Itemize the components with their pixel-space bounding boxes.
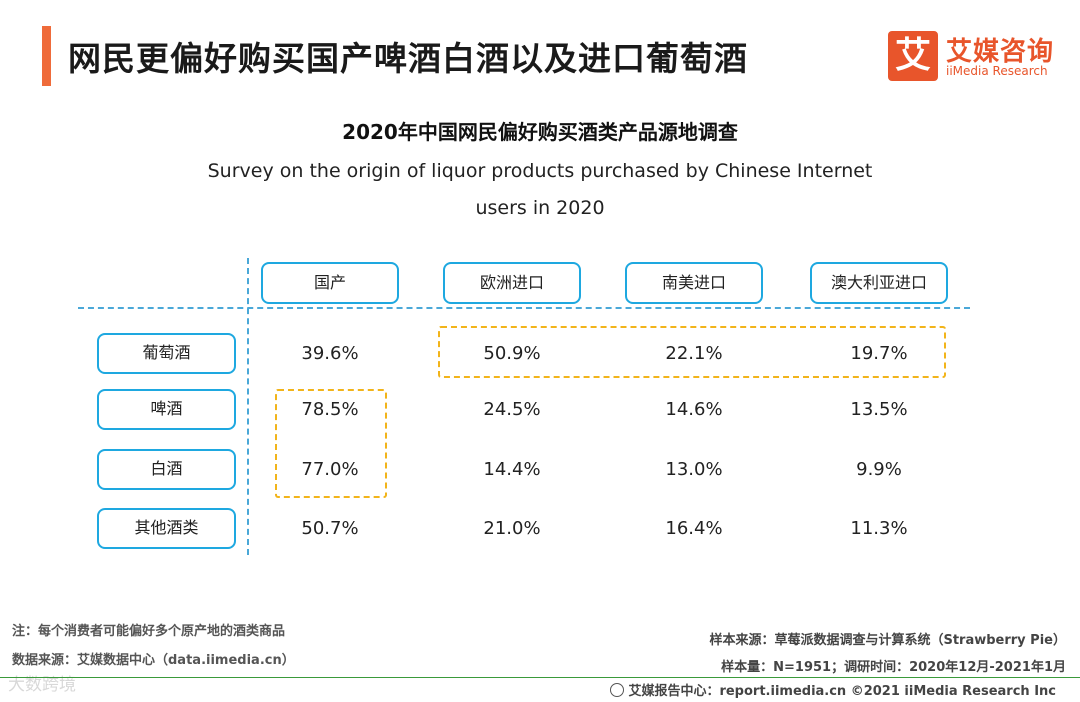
highlight-domestic-beer-baijiu — [275, 389, 387, 498]
row-header: 啤酒 — [97, 389, 236, 430]
table-cell: 11.3% — [850, 518, 908, 539]
column-header: 澳大利亚进口 — [810, 262, 948, 304]
row-header: 葡萄酒 — [97, 333, 236, 374]
logo-mark-icon: 艾 — [888, 31, 938, 81]
table-cell: 22.1% — [665, 343, 723, 364]
table-cell: 14.4% — [483, 459, 541, 480]
table-vertical-divider — [247, 258, 249, 555]
column-header: 国产 — [261, 262, 399, 304]
highlight-import-wine — [438, 326, 946, 378]
table-cell: 50.9% — [483, 343, 541, 364]
row-header: 白酒 — [97, 449, 236, 490]
chart-subtitle-line-1: Survey on the origin of liquor products … — [207, 160, 873, 182]
sample-source: 样本来源：草莓派数据调查与计算系统（Strawberry Pie） — [709, 633, 1066, 648]
table-cell: 24.5% — [483, 399, 541, 420]
page-title: 网民更偏好购买国产啤酒白酒以及进口葡萄酒 — [68, 39, 748, 78]
chart-title: 2020年中国网民偏好购买酒类产品源地调查 — [342, 120, 738, 144]
brand-logo: 艾 艾媒咨询 iiMedia Research — [888, 31, 1068, 83]
table-cell: 39.6% — [301, 343, 359, 364]
row-header: 其他酒类 — [97, 508, 236, 549]
table-cell: 14.6% — [665, 399, 723, 420]
table-cell: 21.0% — [483, 518, 541, 539]
table-cell: 13.0% — [665, 459, 723, 480]
data-source: 数据来源：艾媒数据中心（data.iimedia.cn） — [12, 653, 295, 668]
table-cell: 9.9% — [856, 459, 902, 480]
footer-text: 艾媒报告中心：report.iimedia.cn ©2021 iiMedia R… — [628, 684, 1056, 699]
watermark: 大数跨境 — [8, 675, 76, 695]
table-cell: 50.7% — [301, 518, 359, 539]
table-cell: 78.5% — [301, 399, 359, 420]
chart-subtitle: Survey on the origin of liquor products … — [190, 153, 890, 227]
table-horizontal-divider — [78, 307, 970, 309]
logo-name-cn: 艾媒咨询 — [946, 37, 1055, 67]
footer: 艾媒报告中心：report.iimedia.cn ©2021 iiMedia R… — [610, 680, 1056, 699]
title-accent-bar — [42, 26, 51, 86]
sample-size: 样本量：N=1951；调研时间：2020年12月-2021年1月 — [721, 660, 1066, 675]
table-cell: 13.5% — [850, 399, 908, 420]
footnote: 注：每个消费者可能偏好多个原产地的酒类商品 — [12, 624, 286, 639]
table-cell: 77.0% — [301, 459, 359, 480]
globe-icon — [610, 683, 625, 697]
table-cell: 19.7% — [850, 343, 908, 364]
logo-name-en: iiMedia Research — [946, 64, 1048, 78]
footer-divider — [0, 677, 1080, 678]
column-header: 南美进口 — [625, 262, 763, 304]
chart-subtitle-line-2: users in 2020 — [475, 197, 605, 219]
column-header: 欧洲进口 — [443, 262, 581, 304]
table-cell: 16.4% — [665, 518, 723, 539]
